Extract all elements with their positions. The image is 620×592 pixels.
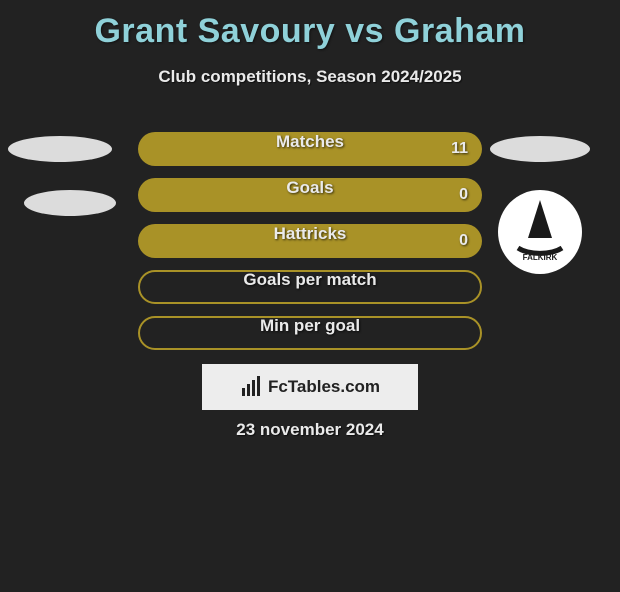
stat-label: Goals per match bbox=[243, 270, 376, 290]
club-badge: FALKIRK bbox=[498, 190, 582, 274]
date-text: 23 november 2024 bbox=[0, 420, 620, 440]
badge-ellipse bbox=[490, 136, 590, 162]
stat-value-right: 11 bbox=[451, 140, 468, 158]
badge-ellipse bbox=[24, 190, 116, 216]
logo-text: FcTables.com bbox=[268, 377, 380, 397]
bar-chart-icon bbox=[240, 376, 262, 398]
stat-label: Matches bbox=[276, 132, 344, 152]
club-crest-icon: FALKIRK bbox=[498, 190, 582, 274]
fctables-logo: FcTables.com bbox=[202, 364, 418, 410]
page-subtitle: Club competitions, Season 2024/2025 bbox=[0, 67, 620, 87]
stat-value-right: 0 bbox=[459, 232, 468, 250]
stat-row: Min per goal bbox=[0, 316, 620, 350]
page-title: Grant Savoury vs Graham bbox=[0, 12, 620, 51]
stat-row: Goals per match bbox=[0, 270, 620, 304]
stat-label: Min per goal bbox=[260, 316, 360, 336]
svg-text:FALKIRK: FALKIRK bbox=[523, 253, 558, 262]
stat-value-right: 0 bbox=[459, 186, 468, 204]
stat-label: Hattricks bbox=[274, 224, 347, 244]
badge-ellipse bbox=[8, 136, 112, 162]
stat-label: Goals bbox=[286, 178, 333, 198]
